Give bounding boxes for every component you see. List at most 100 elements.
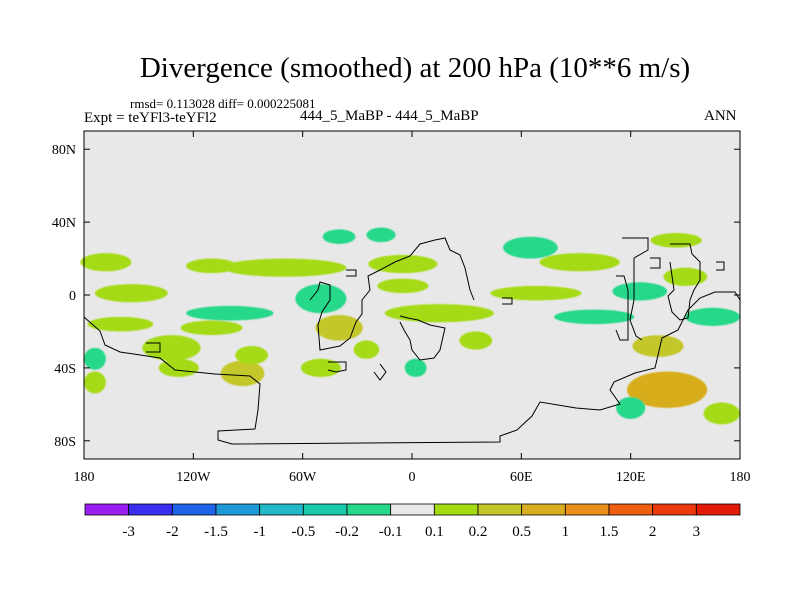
colorbar-swatch-13 bbox=[608, 503, 654, 516]
anomaly-region-14 bbox=[295, 284, 347, 314]
experiment-label: Expt = teYFl3-teYFl2 bbox=[84, 110, 217, 126]
y-tick-label-4: 40S bbox=[54, 362, 76, 377]
anomaly-region-32 bbox=[632, 335, 684, 357]
x-tick-label-6: 120E bbox=[616, 470, 646, 485]
colorbar-swatch-8 bbox=[390, 503, 435, 516]
anomaly-region-27 bbox=[490, 285, 582, 301]
season-label: ANN bbox=[704, 108, 737, 124]
colorbar-label-2: -2 bbox=[166, 524, 179, 540]
y-tick-label-5: 80S bbox=[54, 435, 76, 450]
colorbar-swatch-5 bbox=[259, 503, 304, 516]
coastline-segment-12 bbox=[716, 261, 725, 271]
colorbar-label-7: -0.1 bbox=[379, 524, 403, 540]
colorbar-label-3: -1.5 bbox=[204, 524, 228, 540]
anomaly-region-33 bbox=[627, 371, 708, 408]
anomaly-region-31 bbox=[685, 307, 741, 326]
colorbar-label-10: 0.5 bbox=[512, 524, 531, 540]
chart-title: Divergence (smoothed) at 200 hPa (10**6 … bbox=[139, 52, 691, 84]
y-tick-label-3: 0 bbox=[69, 289, 76, 304]
coastline-segment-10 bbox=[650, 257, 661, 269]
x-tick-label-7: 180 bbox=[730, 470, 751, 485]
colorbar-label-5: -0.5 bbox=[291, 524, 315, 540]
coastline-segment-11 bbox=[667, 243, 701, 321]
coastline-segment-5 bbox=[373, 363, 387, 381]
coastline-segment-3 bbox=[399, 315, 446, 361]
colorbar-swatch-2 bbox=[128, 503, 173, 516]
colorbar-swatch-9 bbox=[433, 503, 479, 516]
anomaly-region-10 bbox=[180, 320, 243, 336]
coastline-segment-13 bbox=[502, 297, 513, 305]
y-tick-label-2: 40N bbox=[52, 216, 76, 231]
colorbar-label-12: 1.5 bbox=[600, 524, 619, 540]
colorbar: -3 -2 -1.5 -1 -0.5 -0.2 -0.1 0.1 0.2 0.5 1 1.5 2 3 bbox=[84, 503, 741, 540]
anomaly-region-11 bbox=[220, 360, 265, 387]
x-tick-label-1: 180 bbox=[74, 470, 95, 485]
colorbar-swatch-11 bbox=[521, 503, 566, 516]
anomaly-region-1 bbox=[80, 253, 132, 272]
anomaly-region-26 bbox=[539, 253, 620, 272]
anomaly-region-34 bbox=[616, 397, 646, 419]
colorbar-swatch-12 bbox=[564, 503, 610, 516]
x-tick-label-4: 0 bbox=[409, 470, 416, 485]
anomaly-region-24 bbox=[459, 331, 493, 350]
anomaly-region-6 bbox=[84, 371, 106, 394]
colorbar-label-11: 1 bbox=[562, 524, 570, 540]
colorbar-label-1: -3 bbox=[122, 524, 135, 540]
colorbar-label-14: 3 bbox=[693, 524, 701, 540]
colorbar-swatch-3 bbox=[171, 503, 217, 516]
colorbar-label-9: 0.2 bbox=[469, 524, 488, 540]
coastline-segment-8 bbox=[615, 275, 629, 341]
colorbar-swatch-1 bbox=[84, 503, 130, 516]
anomaly-region-5 bbox=[84, 347, 106, 370]
coastline-segment-6 bbox=[346, 269, 357, 277]
anomaly-region-28 bbox=[554, 309, 635, 325]
rmsd-diff-stats: rmsd= 0.113028 diff= 0.000225081 bbox=[130, 96, 316, 111]
colorbar-swatch-14 bbox=[652, 503, 697, 516]
x-tick-label-5: 60E bbox=[510, 470, 533, 485]
anomaly-region-9 bbox=[186, 305, 274, 321]
anomaly-region-19 bbox=[377, 278, 429, 294]
anomaly-region-25 bbox=[503, 236, 558, 259]
y-axis: 80N 40N 0 40S 80S bbox=[52, 143, 740, 450]
x-tick-label-3: 60W bbox=[289, 470, 317, 485]
anomaly-region-22 bbox=[300, 358, 341, 377]
coastline-segment-4 bbox=[327, 361, 347, 373]
anomaly-region-20 bbox=[384, 304, 495, 323]
colorbar-label-13: 2 bbox=[649, 524, 657, 540]
colorbar-swatch-10 bbox=[477, 503, 523, 516]
anomaly-region-29 bbox=[612, 282, 668, 301]
anomaly-region-21 bbox=[353, 340, 380, 359]
anomaly-region-36 bbox=[650, 233, 702, 248]
colorbar-swatch-15 bbox=[695, 503, 741, 516]
anomaly-regions bbox=[80, 227, 741, 425]
colorbar-label-8: 0.1 bbox=[425, 524, 444, 540]
colorbar-swatch-4 bbox=[215, 503, 261, 516]
colorbar-swatch-7 bbox=[346, 503, 392, 516]
anomaly-region-30 bbox=[663, 267, 708, 286]
anomaly-region-15 bbox=[315, 315, 363, 341]
colorbar-label-6: -0.2 bbox=[335, 524, 359, 540]
coastline-segment-2 bbox=[309, 237, 475, 351]
anomaly-region-18 bbox=[368, 254, 438, 274]
anomaly-region-12 bbox=[235, 346, 269, 365]
coastline-segment-9 bbox=[622, 237, 649, 341]
anomaly-region-13 bbox=[222, 258, 347, 277]
x-tick-label-2: 120W bbox=[176, 470, 211, 485]
colorbar-swatch-6 bbox=[302, 503, 348, 516]
anomaly-region-35 bbox=[703, 402, 740, 425]
anomaly-region-23 bbox=[404, 358, 427, 377]
run-comparison-label: 444_5_MaBP - 444_5_MaBP bbox=[300, 108, 479, 124]
y-tick-label-1: 80N bbox=[52, 143, 76, 158]
coastline-segment-7 bbox=[146, 342, 161, 353]
anomaly-region-17 bbox=[366, 227, 396, 243]
colorbar-label-4: -1 bbox=[253, 524, 266, 540]
coastline bbox=[83, 237, 741, 445]
anomaly-region-4 bbox=[142, 335, 201, 361]
anomaly-region-3 bbox=[87, 316, 154, 332]
coastline-segment-1 bbox=[83, 291, 741, 445]
anomaly-region-2 bbox=[94, 284, 168, 303]
anomaly-region-16 bbox=[322, 229, 356, 244]
anomaly-region-7 bbox=[158, 358, 199, 377]
x-axis: 180 120W 60W 0 60E 120E 180 bbox=[74, 131, 751, 485]
